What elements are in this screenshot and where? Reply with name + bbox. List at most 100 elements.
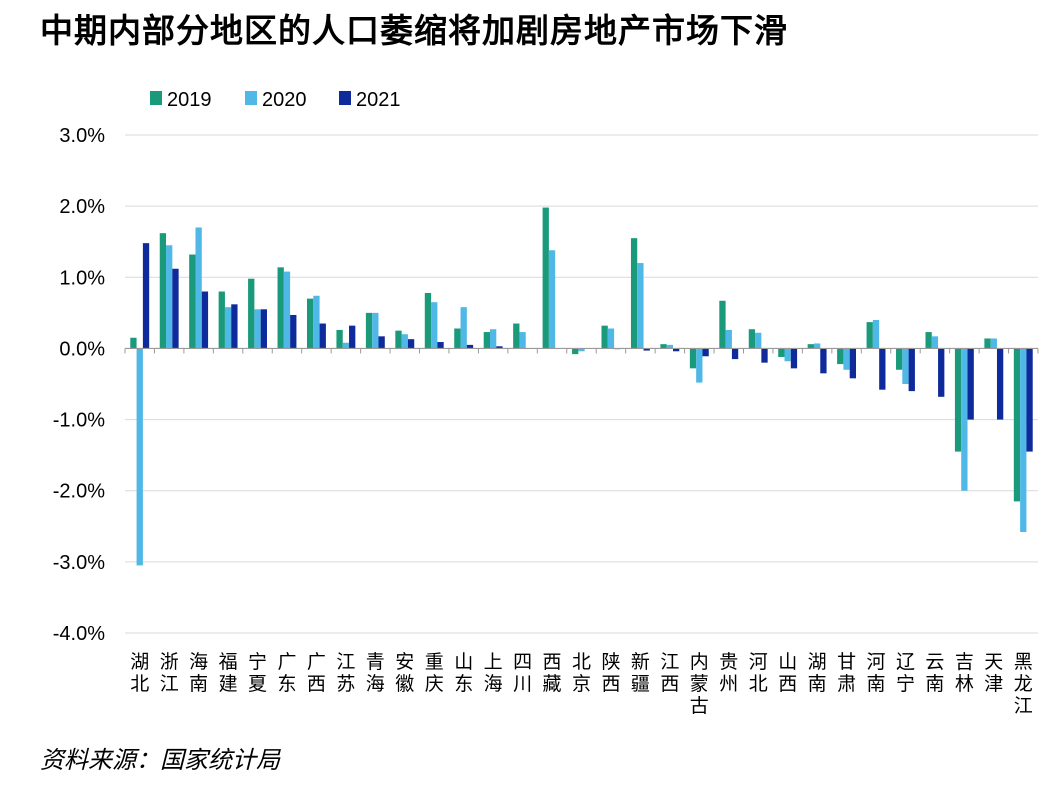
bar-2021-甘肃 — [849, 348, 857, 379]
bar-2019-西藏 — [542, 207, 549, 349]
category-label: 黑龙江 — [1014, 651, 1033, 717]
bar-2020-广东 — [283, 271, 291, 349]
category-label: 河南 — [866, 651, 885, 695]
bar-2021-青海 — [378, 336, 385, 349]
category-label: 北京 — [572, 651, 591, 695]
bar-2021-湖北 — [142, 243, 150, 349]
category-label: 江西 — [660, 651, 679, 695]
bar-2021-河南 — [879, 348, 886, 390]
category-label: 广东 — [277, 651, 296, 695]
bar-2020-四川 — [519, 332, 526, 349]
category-label: 湖南 — [808, 651, 827, 695]
bar-2020-宁夏 — [254, 309, 261, 349]
bars — [130, 207, 1033, 566]
bar-2021-贵州 — [731, 348, 739, 360]
y-tick-label: -3.0% — [53, 552, 105, 574]
bar-2021-广东 — [290, 314, 297, 349]
category-label: 福建 — [219, 651, 238, 695]
legend-label-2019: 2019 — [167, 89, 212, 111]
legend-swatch-2020 — [245, 91, 257, 105]
bar-2019-重庆 — [424, 292, 432, 349]
bar-2019-新疆 — [630, 238, 638, 349]
bar-2019-安徽 — [395, 330, 402, 349]
bar-2019-山东 — [454, 328, 461, 349]
bar-2021-内蒙古 — [702, 348, 709, 357]
category-label: 河北 — [749, 651, 768, 695]
category-label: 海南 — [189, 651, 208, 695]
bar-2020-福建 — [224, 307, 232, 349]
category-label: 江苏 — [336, 651, 355, 695]
zero-baseline — [124, 347, 1039, 354]
bar-2019-山西 — [778, 348, 785, 357]
legend-label-2020: 2020 — [262, 89, 307, 111]
bar-2020-辽宁 — [902, 348, 909, 384]
bar-2020-内蒙古 — [696, 348, 703, 383]
category-label: 重庆 — [425, 651, 444, 695]
bar-2019-天津 — [984, 338, 991, 349]
bar-2019-内蒙古 — [689, 348, 697, 369]
bar-2019-江西 — [660, 344, 667, 349]
bar-2021-重庆 — [437, 342, 444, 349]
bar-2019-北京 — [572, 348, 579, 355]
category-label: 吉林 — [955, 651, 974, 695]
bar-2021-天津 — [996, 348, 1004, 420]
bar-2021-江西 — [673, 348, 680, 352]
bar-2021-山东 — [466, 344, 474, 349]
legend: 2019 2020 2021 — [150, 89, 401, 111]
bar-2019-广西 — [306, 298, 314, 349]
page-title: 中期内部分地区的人口萎缩将加剧房地产市场下滑 — [40, 11, 788, 50]
category-label: 浙江 — [160, 651, 179, 695]
y-tick-label: 1.0% — [59, 267, 105, 289]
source-note: 资料来源：国家统计局 — [40, 746, 280, 774]
bar-2020-天津 — [990, 338, 997, 349]
bar-2020-青海 — [372, 312, 379, 349]
bar-2021-浙江 — [172, 268, 179, 349]
bar-2021-辽宁 — [908, 348, 915, 392]
bar-2020-河南 — [872, 319, 880, 349]
category-label: 广西 — [307, 651, 326, 695]
bar-2019-上海 — [483, 332, 490, 349]
bar-2020-浙江 — [166, 245, 173, 349]
bar-2021-安徽 — [407, 339, 415, 349]
bar-2019-甘肃 — [837, 348, 844, 365]
y-tick-label: -4.0% — [53, 623, 105, 645]
bar-2021-福建 — [231, 304, 238, 349]
y-tick-label: -1.0% — [53, 410, 105, 432]
category-label: 山西 — [778, 651, 797, 695]
bar-2019-宁夏 — [248, 278, 255, 349]
category-label: 贵州 — [719, 651, 738, 695]
bar-2019-广东 — [277, 267, 284, 349]
bar-2019-陕西 — [601, 325, 608, 349]
category-label: 青海 — [366, 651, 385, 695]
y-axis-ticks: 3.0% 2.0% 1.0% 0.0% -1.0% -2.0% -3.0% -4.0% — [53, 125, 105, 645]
category-label: 四川 — [513, 651, 532, 695]
bar-2019-黑龙江 — [1013, 348, 1021, 502]
bar-2021-新疆 — [643, 348, 650, 351]
bar-2020-西藏 — [548, 250, 556, 349]
category-label: 西藏 — [542, 651, 561, 695]
bar-2020-湖南 — [813, 343, 821, 349]
bar-2021-海南 — [201, 291, 209, 349]
category-label: 云南 — [925, 651, 944, 695]
bar-2021-黑龙江 — [1026, 348, 1033, 452]
category-label: 湖北 — [130, 651, 149, 695]
category-label: 陕西 — [601, 651, 620, 695]
bar-2019-青海 — [365, 312, 373, 349]
bar-2021-湖南 — [820, 348, 827, 374]
bar-2020-甘肃 — [843, 348, 850, 370]
category-label: 甘肃 — [837, 651, 856, 695]
legend-label-2021: 2021 — [356, 89, 401, 111]
bar-2020-河北 — [755, 332, 762, 349]
bar-2020-湖北 — [136, 348, 143, 566]
bar-2020-江苏 — [342, 342, 350, 349]
bar-2019-湖北 — [130, 337, 137, 349]
bar-2020-重庆 — [431, 302, 438, 349]
category-label: 辽宁 — [896, 651, 915, 695]
bar-2021-山西 — [790, 348, 798, 369]
bar-2019-四川 — [513, 323, 520, 349]
legend-swatch-2021 — [339, 91, 351, 105]
bar-2020-云南 — [931, 336, 939, 349]
bar-2020-贵州 — [725, 329, 732, 349]
bar-2020-上海 — [490, 329, 497, 349]
